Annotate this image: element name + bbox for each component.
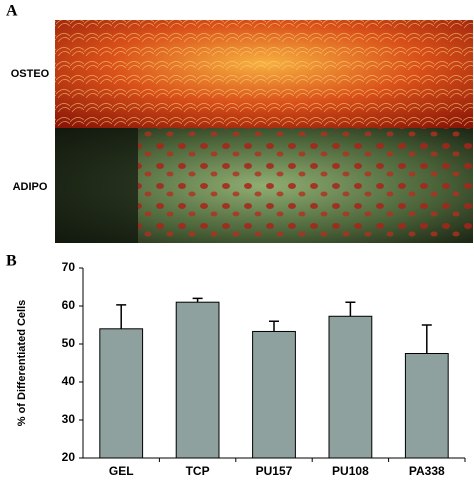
panel-label: A xyxy=(6,3,18,20)
gel-adipo-dark xyxy=(55,128,138,243)
error-bar xyxy=(116,304,127,329)
bar xyxy=(175,301,220,459)
column-label: TCP xyxy=(170,5,190,16)
bar xyxy=(328,315,373,459)
y-axis-label: % of Differentiated Cells xyxy=(16,300,28,427)
column-label: PA338 xyxy=(416,5,446,16)
micrographs xyxy=(55,20,473,243)
panel-label: B xyxy=(6,253,17,270)
x-tick-label: PA338 xyxy=(409,464,445,478)
y-tick-label: 20 xyxy=(62,450,76,464)
adipo-texture xyxy=(138,128,473,243)
y-tick-label: 30 xyxy=(62,412,76,426)
osteo-texture xyxy=(55,20,473,128)
x-tick-label: GEL xyxy=(109,464,134,478)
x-tick-label: PU157 xyxy=(256,464,293,478)
x-tick-label: TCP xyxy=(186,464,210,478)
bar xyxy=(99,328,144,459)
y-tick-label: 60 xyxy=(62,298,76,312)
bar xyxy=(404,353,449,459)
bar xyxy=(252,330,296,459)
error-bar xyxy=(345,301,356,317)
x-tick-label: PU108 xyxy=(332,464,369,478)
column-label: GEL xyxy=(87,5,108,16)
error-bar xyxy=(269,320,279,332)
row-label: ADIPO xyxy=(13,181,48,193)
y-tick-label: 40 xyxy=(62,374,76,388)
error-bar xyxy=(421,324,432,354)
y-tick-label: 50 xyxy=(62,336,76,350)
column-label: PU157 xyxy=(249,5,280,16)
column-label: PU108 xyxy=(332,5,363,16)
error-bar xyxy=(192,297,203,303)
y-tick-label: 70 xyxy=(62,260,76,274)
row-label: OSTEO xyxy=(11,68,50,80)
